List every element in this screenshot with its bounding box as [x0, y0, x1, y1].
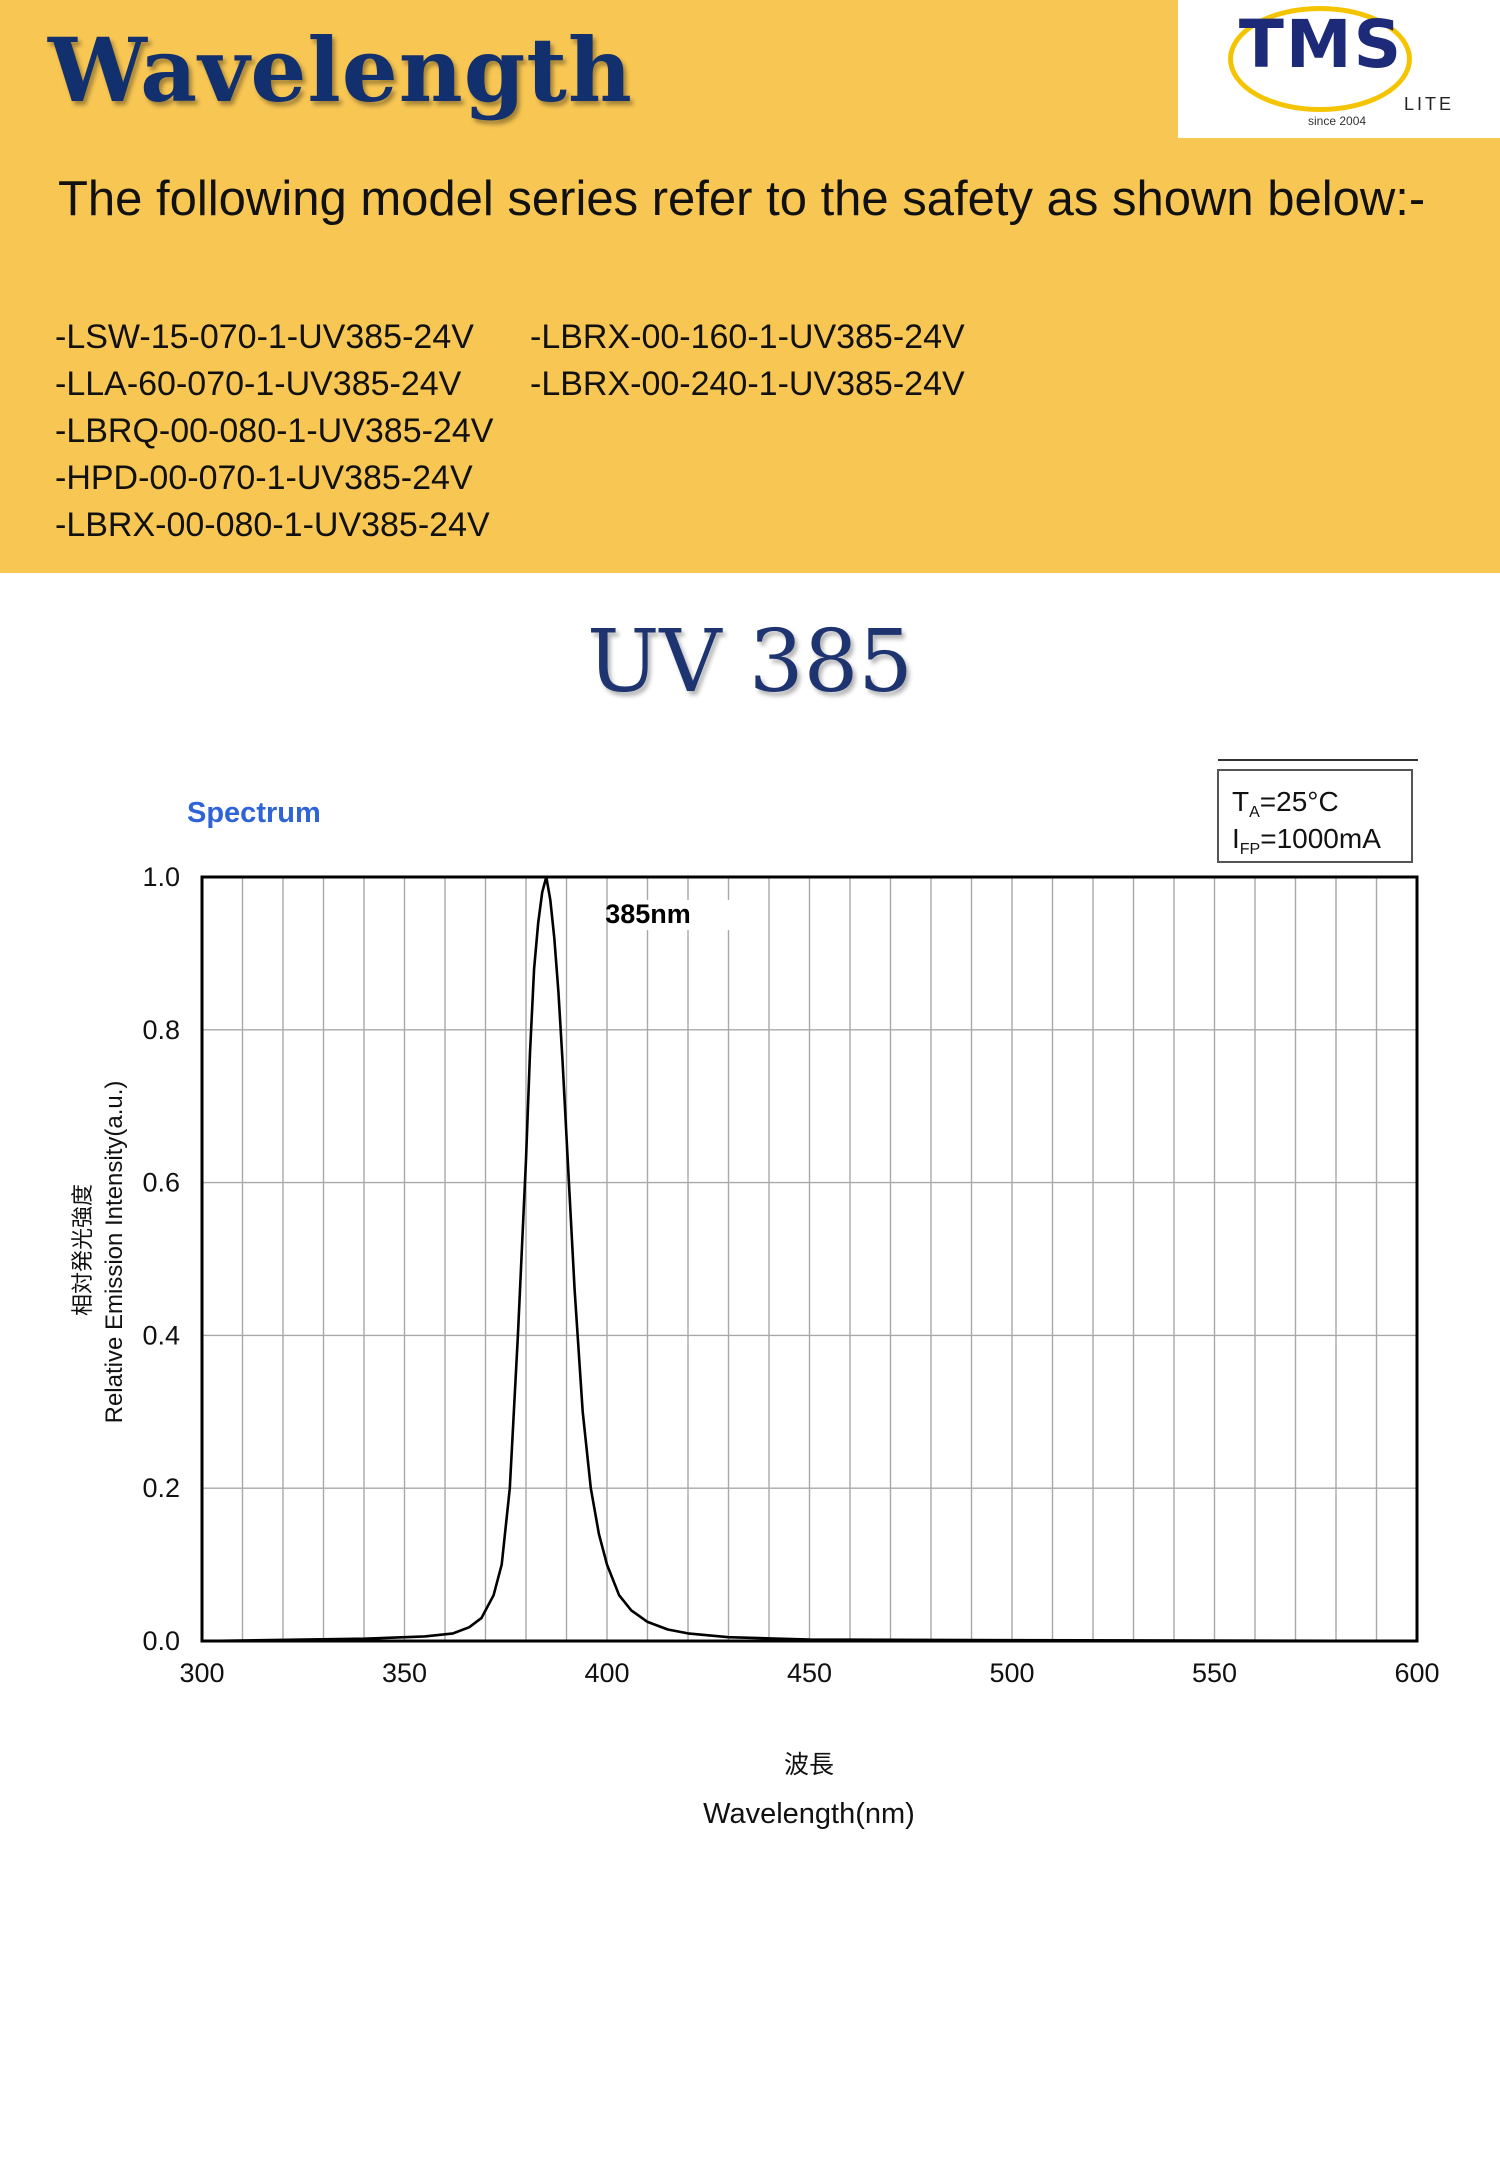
chart-heading: UV 385	[586, 612, 914, 712]
model-item: -LBRX-00-160-1-UV385-24V	[530, 318, 965, 356]
model-item: -LLA-60-070-1-UV385-24V	[55, 365, 462, 403]
y-tick-labels: 0.0 0.2 0.4 0.6 0.8 1.0	[142, 862, 180, 1656]
condition-ta: TA=25°C	[1232, 786, 1339, 821]
y-tick-label: 0.8	[142, 1015, 180, 1045]
chart-grid	[202, 877, 1417, 1641]
chart-title: Spectrum	[187, 797, 321, 829]
page-title: Wavelength	[48, 18, 633, 122]
plot-frame	[200, 875, 1419, 1643]
model-item: -LBRQ-00-080-1-UV385-24V	[55, 412, 494, 450]
spectrum-chart: 300 350 400 450 500 550 600 0.0 0.2 0.4 0.6 0.8 1.0…	[0, 740, 1500, 1880]
logo-ring-icon	[1228, 6, 1412, 112]
y-tick-label: 0.4	[142, 1320, 180, 1350]
model-list-left: -LSW-15-070-1-UV385-24V -LLA-60-070-1-UV…	[55, 314, 493, 549]
x-tick-label: 600	[1394, 1658, 1439, 1688]
x-tick-label: 500	[989, 1658, 1034, 1688]
y-tick-label: 0.0	[142, 1626, 180, 1656]
y-tick-label: 1.0	[142, 862, 180, 892]
y-axis-label-cn: 相対発光強度	[71, 1184, 96, 1316]
x-tick-label: 450	[787, 1658, 832, 1688]
spectrum-line	[201, 875, 1418, 1643]
peak-label: 385nm	[605, 899, 691, 929]
peak-label-bg	[620, 900, 746, 930]
y-tick-label: 0.2	[142, 1473, 180, 1503]
header-banner: Wavelength TMS LITE since 2004 The follo…	[0, 0, 1500, 573]
model-list-right: -LBRX-00-160-1-UV385-24V -LBRX-00-240-1-…	[530, 314, 965, 408]
model-item: -LBRX-00-240-1-UV385-24V	[530, 365, 965, 403]
model-item: -LBRX-00-080-1-UV385-24V	[55, 506, 490, 544]
x-tick-label: 300	[179, 1658, 224, 1688]
logo-sub: LITE	[1404, 94, 1455, 114]
y-axis-label: Relative Emission Intensity(a.u.)	[101, 1081, 128, 1424]
model-item: -LSW-15-070-1-UV385-24V	[55, 318, 474, 356]
x-axis-label-cn: 波長	[784, 1750, 834, 1779]
x-tick-label: 550	[1192, 1658, 1237, 1688]
x-tick-label: 400	[584, 1658, 629, 1688]
x-tick-label: 350	[382, 1658, 427, 1688]
model-item: -HPD-00-070-1-UV385-24V	[55, 459, 473, 497]
spectrum-chart-svg: 300 350 400 450 500 550 600 0.0 0.2 0.4 0.6 0.8 1.0…	[71, 759, 1440, 1830]
x-axis-label: Wavelength(nm)	[703, 1798, 915, 1830]
conditions-box	[1217, 769, 1413, 863]
logo-since: since 2004	[1308, 114, 1367, 128]
brand-logo: TMS LITE since 2004	[1178, 0, 1500, 138]
logo-brand: TMS	[1238, 6, 1404, 83]
intro-text: The following model series refer to the …	[58, 172, 1426, 226]
y-tick-label: 0.6	[142, 1168, 180, 1198]
x-tick-labels: 300 350 400 450 500 550 600	[179, 1658, 1439, 1688]
